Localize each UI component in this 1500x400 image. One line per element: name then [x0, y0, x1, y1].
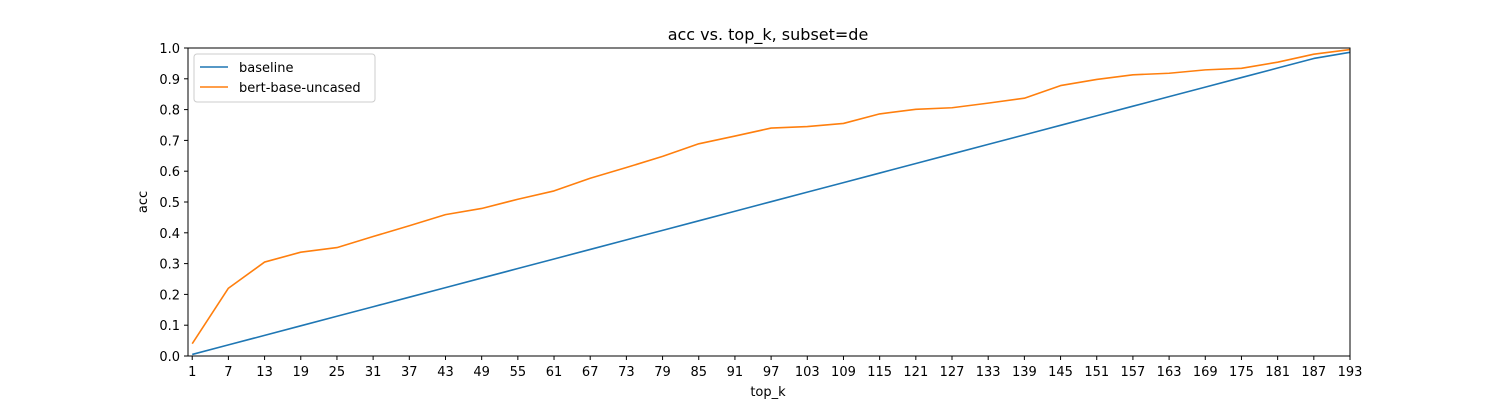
series-line-baseline: [192, 51, 1351, 356]
y-tick-label: 0.1: [159, 319, 180, 334]
x-tick-label: 109: [831, 365, 856, 380]
x-tick-label: 115: [867, 365, 892, 380]
x-tick-label: 79: [654, 365, 671, 380]
y-tick-label: 0.3: [159, 258, 180, 273]
legend: baseline bert-base-uncased: [193, 53, 376, 103]
x-tick-label: 127: [940, 365, 965, 380]
y-tick-label: 0.0: [159, 350, 180, 365]
chart-title: acc vs. top_k, subset=de: [668, 25, 869, 45]
legend-box: [193, 53, 376, 103]
y-tick-label: 0.2: [159, 288, 180, 303]
x-tick-label: 73: [618, 365, 635, 380]
y-tick-label: 0.9: [159, 73, 180, 88]
x-tick-label: 61: [546, 365, 563, 380]
x-axis-title: top_k: [750, 385, 786, 400]
x-tick-label: 13: [256, 365, 273, 380]
x-tick-label: 85: [690, 365, 707, 380]
x-tick-label: 67: [582, 365, 599, 380]
x-tick-label: 157: [1121, 365, 1146, 380]
y-tick-label: 0.6: [159, 165, 180, 180]
x-tick-label: 181: [1265, 365, 1290, 380]
x-tick-label: 103: [795, 365, 820, 380]
x-tick-label: 187: [1301, 365, 1326, 380]
x-tick-label: 43: [437, 365, 454, 380]
y-axis-title: acc: [136, 191, 151, 213]
x-tick-label: 193: [1338, 365, 1363, 380]
plot-area: 1 7 13 19 25 31 37 43 49 55 61 67 73 79 85 91 97 103 109 11…: [159, 42, 1362, 380]
series-line-bert-base-uncased: [191, 48, 1351, 345]
y-tick-label: 0.5: [159, 196, 180, 211]
x-tick-label: 145: [1048, 365, 1073, 380]
x-tick-label: 7: [224, 365, 232, 380]
x-tick-label: 169: [1193, 365, 1218, 380]
x-tick-label: 139: [1012, 365, 1037, 380]
y-tick-label: 0.7: [159, 134, 180, 149]
x-tick-label: 1: [188, 365, 196, 380]
x-tick-label: 19: [292, 365, 309, 380]
x-tick-label: 25: [329, 365, 346, 380]
x-tick-label: 133: [976, 365, 1001, 380]
x-tick-label: 121: [903, 365, 928, 380]
y-tick-label: 1.0: [159, 42, 180, 57]
x-tick-label: 91: [727, 365, 744, 380]
legend-label: bert-base-uncased: [239, 81, 361, 96]
x-tick-label: 151: [1084, 365, 1109, 380]
x-tick-label: 55: [510, 365, 527, 380]
x-tick-label: 49: [473, 365, 490, 380]
legend-label: baseline: [239, 61, 293, 76]
y-tick-label: 0.8: [159, 104, 180, 119]
x-tick-label: 175: [1229, 365, 1254, 380]
y-tick-label: 0.4: [159, 227, 180, 242]
x-tick-label: 97: [763, 365, 780, 380]
x-tick-label: 37: [401, 365, 418, 380]
x-tick-label: 31: [365, 365, 382, 380]
x-tick-label: 163: [1157, 365, 1182, 380]
